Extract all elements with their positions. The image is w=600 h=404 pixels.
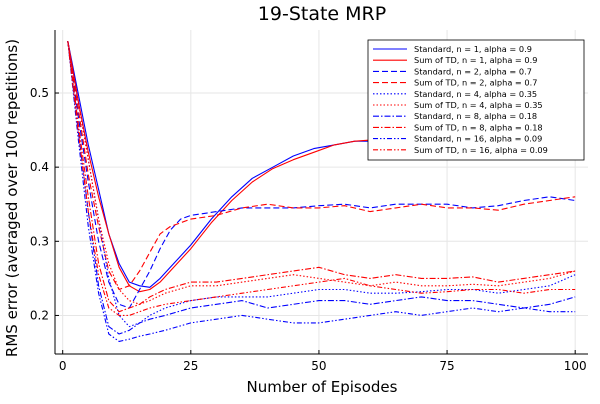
series-line-4 xyxy=(67,41,576,291)
legend-label-6: Sum of TD, n = 4, alpha = 0.35 xyxy=(414,100,543,110)
series-line-6 xyxy=(67,41,576,305)
series-line-3 xyxy=(67,41,576,309)
legend-label-10: Sum of TD, n = 16, alpha = 0.09 xyxy=(414,145,548,155)
series-line-8 xyxy=(67,41,576,313)
legend-label-3: Standard, n = 2, alpha = 0.7 xyxy=(414,66,532,76)
x-tick-label: 100 xyxy=(564,359,587,373)
y-tick-label: 0.3 xyxy=(30,234,49,248)
legend-label-9: Standard, n = 16, alpha = 0.09 xyxy=(414,134,542,144)
axes xyxy=(54,30,588,355)
x-tick-label: 75 xyxy=(439,359,454,373)
series-line-10 xyxy=(67,41,576,316)
y-tick-label: 0.5 xyxy=(30,86,49,100)
x-tick-label: 50 xyxy=(311,359,326,373)
x-tick-label: 0 xyxy=(59,359,67,373)
legend-label-5: Standard, n = 4, alpha = 0.35 xyxy=(414,89,537,99)
legend-label-7: Standard, n = 8, alpha = 0.18 xyxy=(414,111,537,121)
legend-label-1: Standard, n = 1, alpha = 0.9 xyxy=(414,44,532,54)
x-axis-label: Number of Episodes xyxy=(247,378,398,396)
y-tick-label: 0.4 xyxy=(30,160,49,174)
y-tick-label: 0.2 xyxy=(30,308,49,322)
legend-label-8: Sum of TD, n = 8, alpha = 0.18 xyxy=(414,122,543,132)
legend-label-4: Sum of TD, n = 2, alpha = 0.7 xyxy=(414,78,537,88)
x-tick-label: 25 xyxy=(183,359,198,373)
tick-labels: 0 25 50 75 100 0.2 0.3 0.4 0.5 xyxy=(30,86,587,373)
chart-title: 19-State MRP xyxy=(258,3,386,25)
series-line-9 xyxy=(67,41,576,342)
y-axis-label: RMS error (averaged over 100 repetitions… xyxy=(3,39,21,357)
series-line-7 xyxy=(67,41,576,335)
legend-label-2: Sum of TD, n = 1, alpha = 0.9 xyxy=(414,55,537,65)
